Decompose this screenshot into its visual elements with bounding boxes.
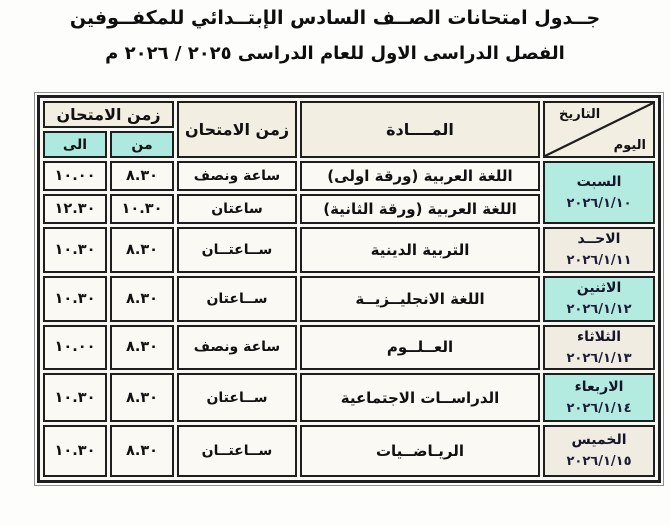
day-name: الخميس xyxy=(571,432,627,449)
time-from-cell: ٨.٣٠ xyxy=(110,425,174,477)
time-from-cell: ٨.٣٠ xyxy=(110,275,174,322)
day-name: الثلاثاء xyxy=(576,328,622,345)
exam-table-body: السبت ٢٠٢٦/١/١٠ اللغة العربية (ورقة اولى) س… xyxy=(43,161,655,477)
duration-cell: ساعة ونصف xyxy=(177,161,297,191)
subject-cell: العــلــوم xyxy=(300,324,540,370)
time-from-cell: ١٠.٣٠ xyxy=(110,194,174,224)
day-date: ٢٠٢٦/١/١٣ xyxy=(566,350,632,366)
day-cell: السبت ٢٠٢٦/١/١٠ xyxy=(543,161,655,224)
header-exam-time-group: زمن الامتحان xyxy=(43,101,174,128)
time-to-cell: ١٠.٠٠ xyxy=(43,161,107,191)
header-time-to: الى xyxy=(43,131,107,158)
day-date: ٢٠٢٦/١/١٢ xyxy=(566,301,632,317)
day-cell: الاثنين ٢٠٢٦/١/١٢ xyxy=(543,275,655,322)
day-date: ٢٠٢٦/١/١٠ xyxy=(566,195,632,211)
duration-cell: ســاعتان xyxy=(177,275,297,322)
subject-cell: الدراســات الاجتماعية xyxy=(300,373,540,422)
time-from-cell: ٨.٣٠ xyxy=(110,373,174,422)
subject-cell: اللغة العربية (ورقة الثانية) xyxy=(300,194,540,224)
duration-cell: ســاعتان xyxy=(177,373,297,422)
exam-row: الخميس ٢٠٢٦/١/١٥ الريـاضــيات ســاعتــان ٨.٣… xyxy=(43,425,655,477)
day-date: ٢٠٢٦/١/١٤ xyxy=(566,400,632,416)
exam-table-frame: التاريخ اليوم المــــادة زمن الامتحان زم… xyxy=(34,92,664,486)
exam-row: السبت ٢٠٢٦/١/١٠ اللغة العربية (ورقة اولى) س… xyxy=(43,161,655,224)
time-from-cell: ٨.٣٠ xyxy=(110,227,174,273)
header-row-1: التاريخ اليوم المــــادة زمن الامتحان زم… xyxy=(43,101,655,158)
day-date: ٢٠٢٦/١/١١ xyxy=(566,253,632,268)
header-time-from: من xyxy=(110,131,174,158)
time-to-cell: ١٠.٣٠ xyxy=(43,425,107,477)
date-day-corner-cell: التاريخ اليوم xyxy=(543,101,655,158)
time-to-cell: ١٠.٠٠ xyxy=(43,324,107,370)
duration-cell: ســاعتــان xyxy=(177,227,297,273)
day-cell: الثلاثاء ٢٠٢٦/١/١٣ xyxy=(543,324,655,370)
table-header: التاريخ اليوم المــــادة زمن الامتحان زم… xyxy=(43,101,655,158)
exam-row: الاثنين ٢٠٢٦/١/١٢ اللغة الانجليــزيــة ســا… xyxy=(43,275,655,322)
subject-cell: اللغة الانجليــزيــة xyxy=(300,275,540,322)
day-date: ٢٠٢٦/١/١٥ xyxy=(566,454,632,470)
duration-cell: ســاعتــان xyxy=(177,425,297,477)
day-cell: الخميس ٢٠٢٦/١/١٥ xyxy=(543,425,655,477)
day-cell: الاحــد ٢٠٢٦/١/١١ xyxy=(543,227,655,273)
time-to-cell: ١٠.٣٠ xyxy=(43,227,107,273)
time-to-cell: ١٢.٣٠ xyxy=(43,194,107,224)
exam-row: اللغة العربية (ورقة الثانية) ساعتان ١٠.٣٠ ١… xyxy=(43,194,655,224)
duration-cell: ساعتان xyxy=(177,194,297,224)
day-name: الاثنين xyxy=(576,279,622,296)
diagonal-divider xyxy=(545,103,653,156)
duration-cell: ساعة ونصف xyxy=(177,324,297,370)
header-row-2: من الى xyxy=(43,131,655,158)
time-from-cell: ٨.٣٠ xyxy=(110,161,174,191)
header-exam-duration: زمن الامتحان xyxy=(177,101,297,158)
exam-row: الاحــد ٢٠٢٦/١/١١ التربية الدينية ســاعتــا… xyxy=(43,227,655,273)
title-line-1: جــدول امتحانات الصــف السادس الإبتــدائ… xyxy=(69,7,601,29)
header-date-label: التاريخ xyxy=(559,107,601,122)
time-to-cell: ١٠.٣٠ xyxy=(43,275,107,322)
day-name: الاحــد xyxy=(577,231,621,247)
header-subject: المــــادة xyxy=(300,101,540,158)
day-name: السبت xyxy=(576,173,622,190)
subject-cell: اللغة العربية (ورقة اولى) xyxy=(300,161,540,191)
subject-cell: التربية الدينية xyxy=(300,227,540,273)
exam-row: الثلاثاء ٢٠٢٦/١/١٣ العــلــوم ساعة ونصف ٨.٣٠… xyxy=(43,324,655,370)
day-cell: الاربعاء ٢٠٢٦/١/١٤ xyxy=(543,373,655,422)
exam-schedule-table: التاريخ اليوم المــــادة زمن الامتحان زم… xyxy=(37,95,661,483)
page-title: جــدول امتحانات الصــف السادس الإبتــدائ… xyxy=(0,0,670,64)
subject-cell: الريـاضــيات xyxy=(300,425,540,477)
title-line-2: الفصل الدراسى الاول للعام الدراسى ٢٠٢٥ /… xyxy=(105,43,565,64)
time-from-cell: ٨.٣٠ xyxy=(110,324,174,370)
day-name: الاربعاء xyxy=(574,378,624,395)
time-to-cell: ١٠.٣٠ xyxy=(43,373,107,422)
exam-row: الاربعاء ٢٠٢٦/١/١٤ الدراســات الاجتماعية سـ… xyxy=(43,373,655,422)
header-day-label: اليوم xyxy=(613,138,646,153)
